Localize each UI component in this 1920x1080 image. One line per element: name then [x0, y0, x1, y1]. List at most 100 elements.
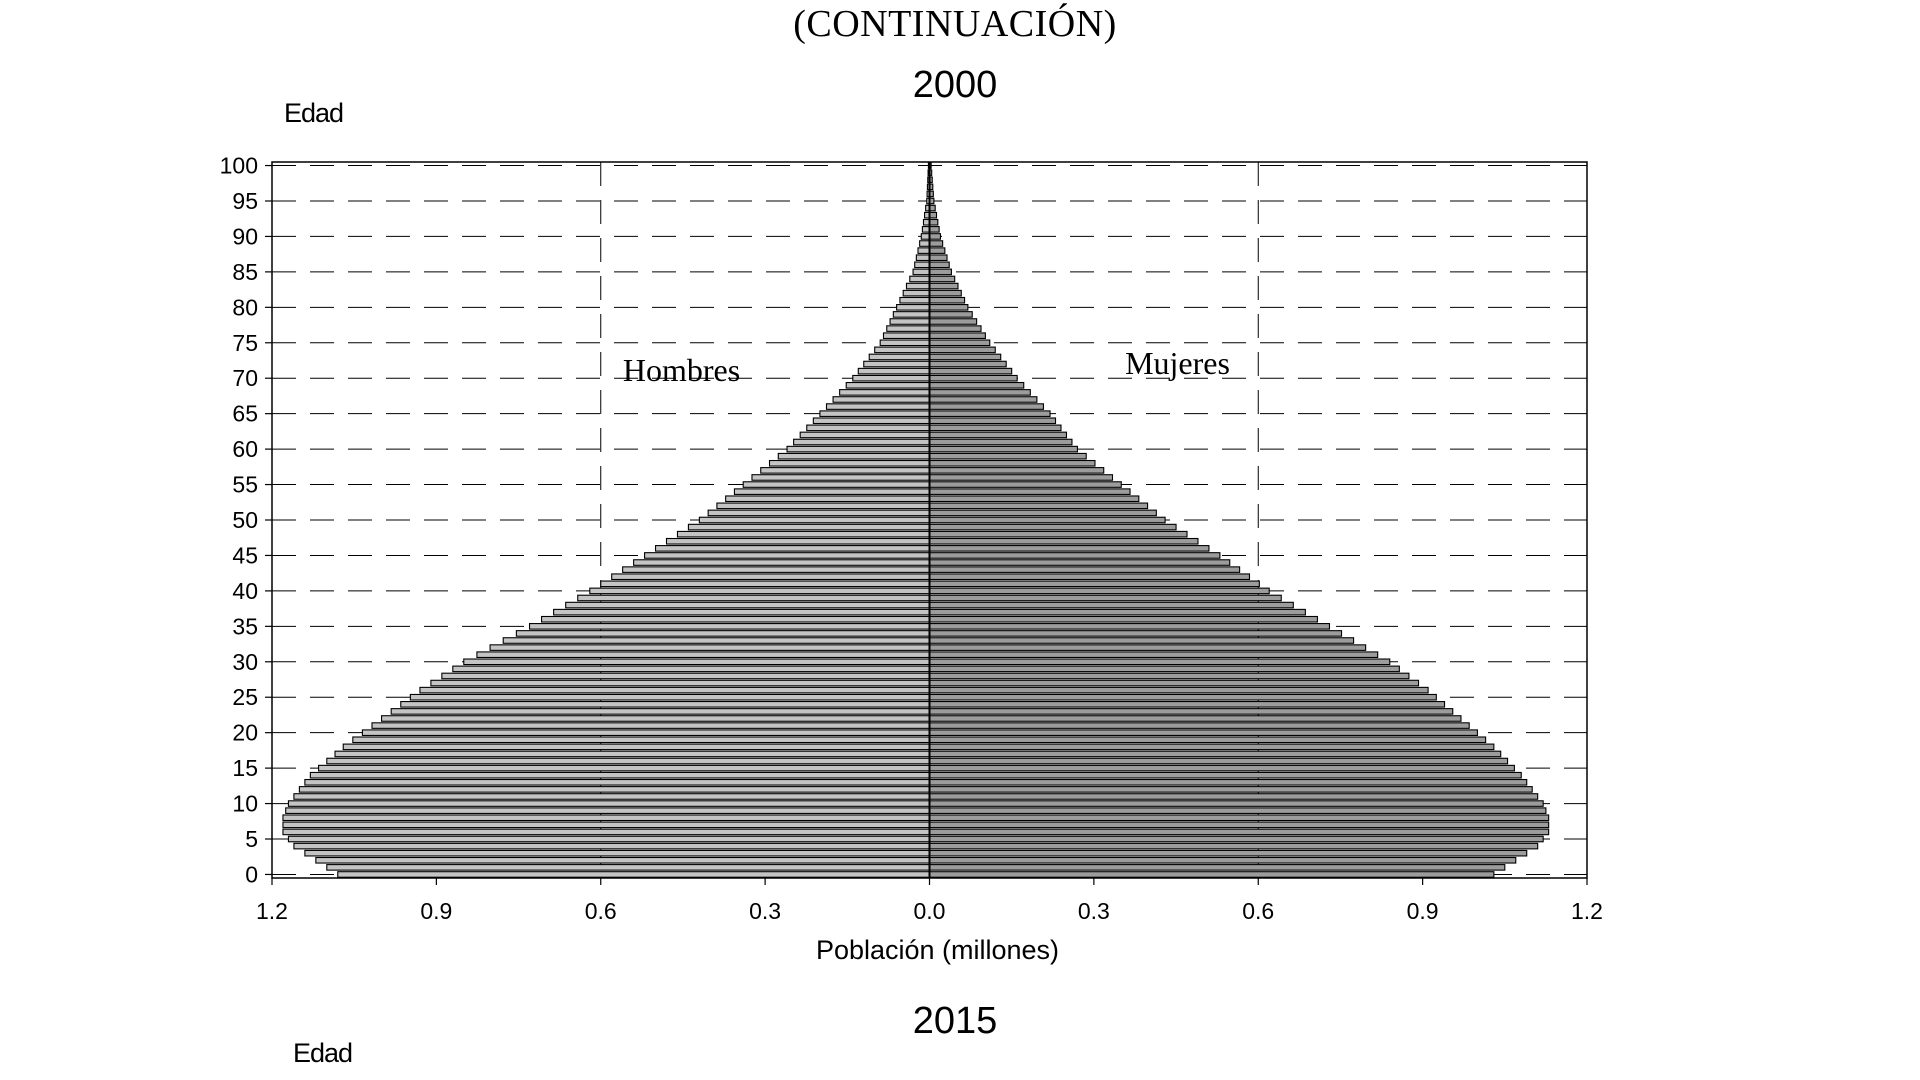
- bar-hombres: [915, 254, 931, 262]
- bar-hombres: [282, 814, 931, 822]
- bar-hombres: [889, 318, 931, 325]
- y-tick-label: 5: [245, 826, 258, 852]
- x-tick-label: 0.3: [1078, 898, 1110, 924]
- bar-hombres: [337, 871, 931, 878]
- bar-mujeres: [928, 856, 1517, 864]
- bar-hombres: [541, 615, 931, 623]
- bar-hombres: [920, 233, 931, 240]
- bar-mujeres: [928, 396, 1038, 403]
- bar-mujeres: [928, 474, 1114, 481]
- bar-hombres: [725, 495, 931, 503]
- bar-mujeres: [928, 743, 1495, 751]
- chart-title-2000: 2000: [912, 64, 998, 106]
- bar-hombres: [282, 821, 931, 829]
- bar-mujeres: [928, 800, 1544, 807]
- bar-hombres: [793, 438, 931, 446]
- bar-mujeres: [928, 275, 956, 283]
- bar-mujeres: [928, 459, 1096, 467]
- bar-hombres: [502, 637, 931, 644]
- x-tick-label: 0.0: [914, 898, 946, 924]
- bar-mujeres: [928, 693, 1437, 701]
- y-tick-label: 15: [232, 755, 258, 781]
- x-tick-label: 0.6: [1242, 898, 1274, 924]
- bar-mujeres: [928, 623, 1331, 630]
- bars-group: [282, 162, 1550, 878]
- bar-hombres: [318, 764, 931, 772]
- bar-mujeres: [928, 226, 940, 233]
- y-tick-label: 90: [232, 223, 258, 249]
- bar-hombres: [892, 311, 931, 318]
- bar-hombres: [293, 842, 931, 850]
- bar-mujeres: [928, 289, 962, 297]
- bar-hombres: [733, 488, 931, 495]
- bar-mujeres: [928, 807, 1547, 814]
- population-pyramid-chart: 0 5 10 15 20 25 30 35 40 45 50 55 60 65 70 75 80 85 90 95 10…: [220, 153, 1603, 965]
- bar-mujeres: [928, 835, 1544, 843]
- bar-hombres: [917, 247, 931, 254]
- bar-hombres: [352, 736, 931, 744]
- bar-hombres: [293, 793, 931, 800]
- bar-hombres: [342, 743, 931, 751]
- y-tick-label: 70: [232, 365, 258, 391]
- bar-mujeres: [928, 481, 1122, 488]
- bar-mujeres: [928, 268, 952, 276]
- bar-hombres: [282, 828, 931, 836]
- bar-mujeres: [928, 523, 1177, 531]
- bar-mujeres: [928, 304, 969, 311]
- bar-mujeres: [928, 431, 1068, 439]
- bar-hombres: [489, 644, 931, 651]
- chart-title-2015: 2015: [912, 1000, 998, 1042]
- y-tick-label: 80: [232, 294, 258, 320]
- bar-hombres: [287, 800, 931, 807]
- bar-mujeres: [928, 410, 1051, 417]
- bar-mujeres: [928, 587, 1270, 595]
- bar-mujeres: [928, 757, 1509, 765]
- y-tick-label: 20: [232, 720, 258, 746]
- bar-hombres: [751, 474, 931, 481]
- y-axis-label-2015: Edad: [293, 1038, 353, 1068]
- bar-hombres: [912, 268, 931, 276]
- bar-mujeres: [928, 771, 1522, 779]
- x-tick-label: 0.9: [1407, 898, 1439, 924]
- y-tick-label: 35: [232, 613, 258, 639]
- bar-hombres: [600, 580, 931, 588]
- bar-mujeres: [928, 630, 1343, 637]
- bar-mujeres: [928, 218, 939, 226]
- bar-mujeres: [928, 580, 1260, 588]
- y-tick-label: 60: [232, 436, 258, 462]
- bar-hombres: [644, 552, 931, 559]
- bar-hombres: [315, 856, 931, 864]
- bar-hombres: [742, 481, 931, 488]
- y-tick-label: 55: [232, 472, 258, 498]
- bar-mujeres: [928, 658, 1391, 666]
- bar-hombres: [304, 778, 931, 786]
- bar-mujeres: [928, 566, 1241, 573]
- bar-hombres: [285, 807, 931, 814]
- bar-hombres: [921, 226, 931, 233]
- x-tick-label: 0.3: [749, 898, 781, 924]
- bar-hombres: [902, 289, 931, 297]
- bar-mujeres: [928, 679, 1420, 687]
- bar-mujeres: [928, 708, 1454, 715]
- bar-hombres: [400, 701, 931, 708]
- bar-mujeres: [928, 240, 944, 247]
- bar-mujeres: [928, 736, 1487, 744]
- bar-hombres: [553, 608, 931, 616]
- bar-mujeres: [928, 778, 1528, 786]
- bar-mujeres: [928, 502, 1149, 510]
- bar-hombres: [839, 389, 931, 396]
- bar-hombres: [665, 537, 931, 545]
- bar-mujeres: [928, 488, 1131, 495]
- bar-hombres: [476, 651, 931, 659]
- bar-hombres: [687, 523, 931, 531]
- y-axis-label: Edad: [284, 98, 344, 128]
- bar-mujeres: [928, 403, 1045, 410]
- x-tick-label: 1.2: [256, 898, 288, 924]
- bar-mujeres: [928, 516, 1166, 524]
- bar-hombres: [676, 530, 931, 538]
- bar-hombres: [899, 296, 931, 304]
- x-tick-labels: 1.2 0.9 0.6 0.3 0.0 0.3 0.6 0.9 1.2: [256, 878, 1603, 924]
- bar-mujeres: [928, 814, 1550, 822]
- bar-mujeres: [928, 261, 950, 269]
- bar-mujeres: [928, 722, 1470, 729]
